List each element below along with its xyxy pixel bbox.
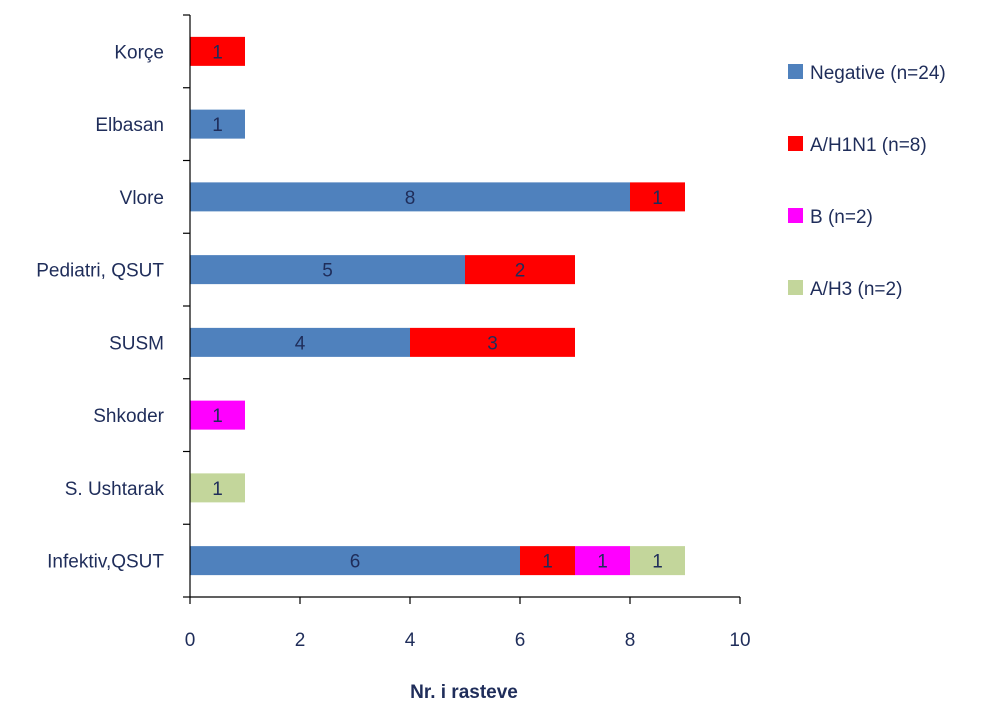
category-label: Pediatri, QSUT: [36, 261, 164, 282]
category-label: Elbasan: [95, 115, 164, 136]
data-label: 1: [212, 406, 223, 427]
data-label: 1: [652, 188, 663, 209]
bar-segment: [190, 400, 245, 430]
x-tick-label: 4: [405, 630, 416, 651]
bar-segment: [630, 546, 685, 576]
bar-segment: [190, 109, 245, 139]
data-label: 5: [322, 261, 333, 282]
legend-label: A/H3 (n=2): [810, 279, 902, 300]
legend-swatch: [788, 64, 803, 79]
legend-label: A/H1N1 (n=8): [810, 135, 927, 156]
data-label: 1: [597, 552, 608, 573]
data-label: 3: [487, 333, 498, 354]
bar-segment: [630, 182, 685, 212]
category-label: Vlore: [120, 188, 164, 209]
data-label: 1: [212, 42, 223, 63]
bar-segment: [465, 255, 575, 285]
category-label: Infektiv,QSUT: [47, 552, 164, 573]
x-tick-label: 0: [185, 630, 196, 651]
data-label: 1: [652, 552, 663, 573]
bar-segment: [190, 473, 245, 503]
bar-segment: [190, 546, 520, 576]
data-label: 6: [350, 552, 361, 573]
legend-label: Negative (n=24): [810, 63, 946, 84]
bar-segment: [190, 182, 630, 212]
category-label: S. Ushtarak: [65, 479, 165, 500]
legend-label: B (n=2): [810, 207, 873, 228]
x-tick-label: 8: [625, 630, 636, 651]
bar-segment: [410, 327, 575, 357]
x-tick-label: 6: [515, 630, 526, 651]
legend-swatch: [788, 280, 803, 295]
legend-swatch: [788, 208, 803, 223]
legend-swatch: [788, 136, 803, 151]
bar-segment: [190, 255, 465, 285]
category-label: SUSM: [109, 333, 164, 354]
data-label: 1: [542, 552, 553, 573]
bar-segment: [520, 546, 575, 576]
data-label: 1: [212, 115, 223, 136]
x-axis-title: Nr. i rasteve: [410, 682, 518, 701]
bar-segment: [575, 546, 630, 576]
bar-segment: [190, 36, 245, 66]
axes-layer: Korçe Elbasan Vlore Pediatri, QSUT SUSM Shkod…: [36, 14, 751, 651]
data-label: 4: [295, 333, 306, 354]
category-label: Shkoder: [93, 406, 164, 427]
x-tick-label: 10: [729, 630, 750, 651]
legend: Negative (n=24) A/H1N1 (n=8) B (n=2) A/H3 (…: [788, 63, 946, 300]
data-label: 1: [212, 479, 223, 500]
category-label: Korçe: [114, 42, 164, 63]
data-label: 8: [405, 188, 416, 209]
x-tick-label: 2: [295, 630, 306, 651]
data-label: 2: [515, 261, 526, 282]
bar-segment: [190, 327, 410, 357]
